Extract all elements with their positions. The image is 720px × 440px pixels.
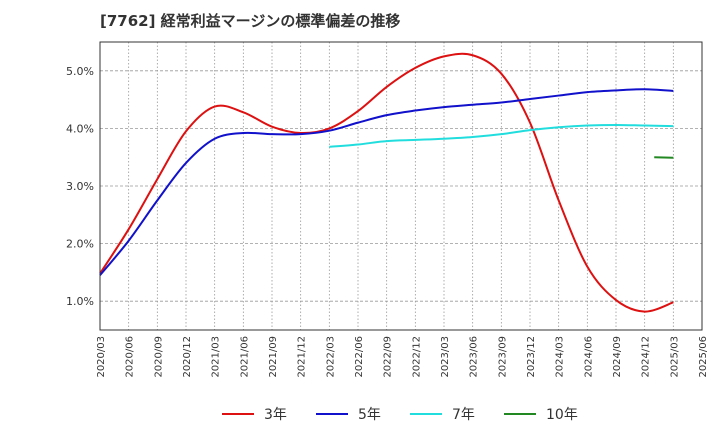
- legend-label-3: 10年: [546, 407, 578, 423]
- x-tick-label: 2021/12: [297, 336, 308, 378]
- x-tick-label: 2022/12: [411, 336, 422, 378]
- chart-title: [7762] 経常利益マージンの標準偏差の推移: [100, 12, 401, 30]
- x-tick-label: 2024/12: [641, 336, 652, 378]
- x-tick-label: 2024/06: [583, 336, 594, 378]
- legend-label-0: 3年: [264, 407, 287, 423]
- x-tick-label: 2020/06: [125, 336, 136, 378]
- x-tick-label: 2024/03: [555, 336, 566, 378]
- x-tick-label: 2023/06: [469, 336, 480, 378]
- axes: 1.0% 2.0% 3.0% 4.0% 5.0% 2020/03 2020/06 2020/0…: [66, 41, 709, 378]
- series-lines: [99, 52, 674, 313]
- x-tick-label: 2025/06: [698, 336, 709, 378]
- x-tick-label: 2022/03: [325, 336, 336, 378]
- series-line-2: [329, 123, 674, 148]
- legend-label-2: 7年: [452, 407, 475, 423]
- x-tick-label: 2023/12: [526, 336, 537, 378]
- x-tick-label: 2022/09: [383, 336, 394, 378]
- x-tick-label: 2022/06: [354, 336, 365, 378]
- x-tick-label: 2020/03: [96, 336, 107, 378]
- y-tick-label: 3.0%: [66, 180, 94, 193]
- y-tick-label: 1.0%: [66, 295, 94, 308]
- x-tick-label: 2023/03: [440, 336, 451, 378]
- series-line-1: [99, 88, 674, 276]
- x-tick-label: 2025/03: [669, 336, 680, 378]
- x-tick-label: 2021/09: [268, 336, 279, 378]
- grid-lines: [99, 42, 703, 330]
- x-tick-label: 2021/06: [239, 336, 250, 378]
- series-line-0: [99, 52, 674, 313]
- series-line-3: [654, 156, 674, 159]
- x-tick-label: 2023/09: [497, 336, 508, 378]
- plot-border: [99, 41, 703, 331]
- legend: 3年 5年 7年 10年: [222, 407, 578, 423]
- y-tick-label: 4.0%: [66, 122, 94, 135]
- x-tick-label: 2024/09: [612, 336, 623, 378]
- y-tick-label: 5.0%: [66, 65, 94, 78]
- legend-label-1: 5年: [358, 407, 381, 423]
- x-tick-label: 2020/09: [153, 336, 164, 378]
- y-tick-label: 2.0%: [66, 238, 94, 251]
- x-tick-label: 2021/03: [211, 336, 222, 378]
- x-tick-label: 2020/12: [182, 336, 193, 378]
